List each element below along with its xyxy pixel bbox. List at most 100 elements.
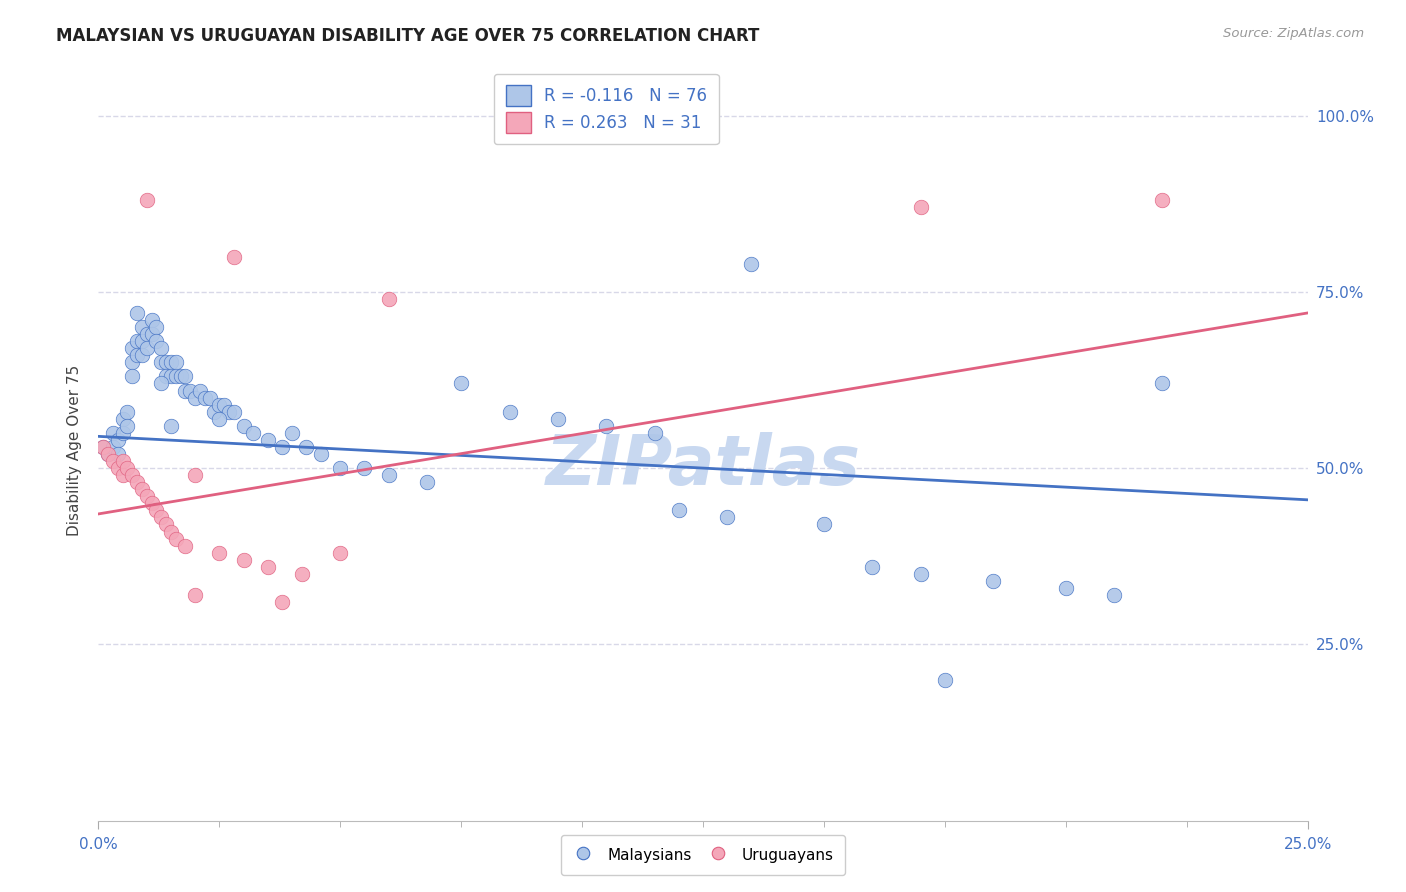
Point (644, 425, 666, 440)
Point (165, 532, 187, 546)
Point (716, 510, 738, 524)
Point (450, 376, 472, 391)
Point (131, 482, 153, 496)
Point (232, 553, 254, 567)
Point (184, 588, 207, 602)
Point (131, 320, 153, 334)
Point (121, 369, 143, 384)
Point (222, 405, 245, 419)
Point (184, 468, 207, 483)
Point (208, 546, 231, 560)
Point (141, 313, 163, 327)
Point (121, 468, 143, 483)
Point (934, 673, 956, 687)
Point (155, 355, 177, 369)
Point (111, 425, 134, 440)
Point (127, 334, 149, 348)
Point (155, 369, 177, 384)
Point (160, 355, 183, 369)
Point (169, 369, 191, 384)
Point (165, 355, 187, 369)
Point (150, 510, 173, 524)
Point (295, 440, 318, 454)
Point (160, 418, 183, 433)
Text: MALAYSIAN VS URUGUAYAN DISABILITY AGE OVER 75 CORRELATION CHART: MALAYSIAN VS URUGUAYAN DISABILITY AGE OV… (56, 27, 759, 45)
Point (160, 524, 183, 539)
Point (256, 559, 278, 574)
Point (101, 440, 124, 454)
Point (160, 369, 183, 384)
Point (194, 391, 217, 405)
Text: ZIPatlas: ZIPatlas (546, 432, 860, 499)
Point (910, 566, 932, 581)
Point (1152, 376, 1174, 391)
Point (91, 440, 114, 454)
Point (813, 517, 835, 532)
Point (179, 384, 201, 398)
Point (150, 341, 173, 355)
Point (668, 503, 690, 517)
Point (117, 405, 139, 419)
Point (309, 447, 332, 461)
Point (271, 595, 294, 609)
Point (329, 546, 352, 560)
Point (595, 418, 617, 433)
Point (416, 475, 439, 490)
Point (256, 433, 278, 447)
Point (212, 398, 235, 412)
Y-axis label: Disability Age Over 75: Disability Age Over 75 (67, 365, 83, 536)
Point (174, 384, 197, 398)
Point (111, 411, 134, 425)
Point (174, 539, 197, 553)
Point (101, 425, 124, 440)
Point (107, 447, 129, 461)
Point (232, 418, 254, 433)
Point (150, 376, 173, 391)
Point (165, 369, 187, 384)
Point (174, 369, 197, 384)
Point (242, 425, 264, 440)
Point (135, 341, 157, 355)
Point (208, 398, 231, 412)
Point (208, 411, 231, 425)
Point (145, 320, 167, 334)
Point (188, 384, 211, 398)
Point (107, 433, 129, 447)
Point (290, 566, 312, 581)
Point (135, 193, 157, 207)
Point (145, 503, 167, 517)
Point (271, 440, 294, 454)
Point (377, 468, 399, 483)
Point (218, 405, 240, 419)
Point (111, 468, 134, 483)
Point (107, 461, 129, 475)
Point (981, 574, 1004, 588)
Point (910, 200, 932, 214)
Point (547, 411, 569, 425)
Legend: R = -0.116   N = 76, R = 0.263   N = 31: R = -0.116 N = 76, R = 0.263 N = 31 (494, 74, 718, 145)
Point (184, 391, 207, 405)
Point (121, 355, 143, 369)
Point (198, 391, 221, 405)
Point (740, 257, 762, 271)
Point (150, 355, 173, 369)
Point (127, 475, 149, 490)
Point (111, 454, 134, 468)
Point (1054, 581, 1077, 595)
Point (377, 292, 399, 306)
Point (353, 461, 375, 475)
Point (97, 447, 120, 461)
Point (145, 334, 167, 348)
Point (204, 405, 226, 419)
Text: Source: ZipAtlas.com: Source: ZipAtlas.com (1223, 27, 1364, 40)
Point (117, 418, 139, 433)
Point (281, 425, 304, 440)
Point (1102, 588, 1125, 602)
Point (117, 461, 139, 475)
Point (1152, 193, 1174, 207)
Point (121, 341, 143, 355)
Point (91, 440, 114, 454)
Legend: Malaysians, Uruguayans: Malaysians, Uruguayans (561, 836, 845, 875)
Point (97, 447, 120, 461)
Point (141, 496, 163, 510)
